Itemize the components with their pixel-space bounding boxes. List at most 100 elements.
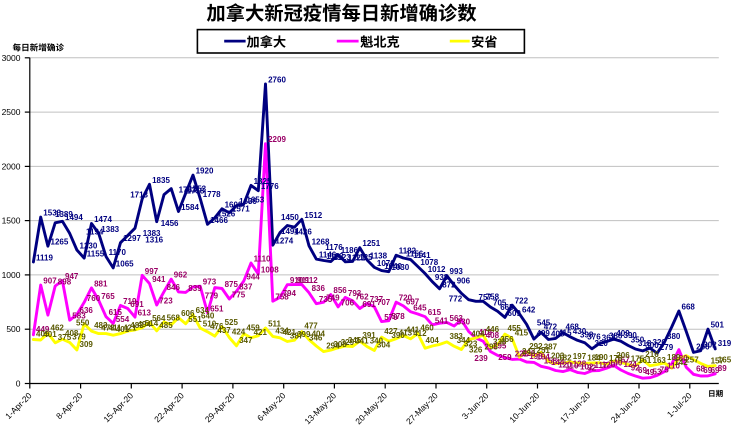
svg-text:259: 259	[498, 353, 512, 362]
svg-text:1383: 1383	[101, 225, 119, 234]
svg-text:1155: 1155	[87, 250, 105, 259]
svg-text:642: 642	[522, 305, 536, 314]
svg-text:541: 541	[435, 316, 449, 325]
svg-text:1156: 1156	[406, 250, 424, 259]
svg-text:69: 69	[703, 366, 712, 375]
svg-text:906: 906	[457, 277, 471, 286]
svg-text:190: 190	[595, 353, 609, 362]
svg-text:1040: 1040	[384, 262, 402, 271]
svg-text:737: 737	[370, 295, 384, 304]
svg-text:2500: 2500	[2, 107, 21, 117]
svg-text:1176: 1176	[325, 243, 343, 252]
svg-text:483: 483	[94, 321, 108, 330]
svg-text:997: 997	[145, 267, 159, 276]
svg-text:1186: 1186	[341, 246, 359, 255]
svg-text:376: 376	[587, 333, 601, 342]
svg-text:347: 347	[239, 336, 253, 345]
svg-text:405: 405	[551, 330, 565, 339]
svg-text:765: 765	[101, 292, 115, 301]
svg-text:875: 875	[225, 280, 239, 289]
svg-text:1268: 1268	[312, 237, 330, 246]
svg-text:973: 973	[203, 278, 217, 287]
svg-text:441: 441	[406, 326, 420, 335]
svg-text:198: 198	[529, 352, 543, 361]
svg-text:158: 158	[544, 356, 558, 365]
svg-text:636: 636	[80, 306, 94, 315]
svg-text:1065: 1065	[116, 259, 134, 268]
svg-text:760: 760	[87, 294, 101, 303]
svg-text:92: 92	[631, 364, 640, 373]
svg-text:1835: 1835	[152, 176, 170, 185]
svg-text:120: 120	[602, 361, 616, 370]
svg-text:404: 404	[471, 330, 485, 339]
svg-text:1008: 1008	[261, 266, 279, 275]
svg-text:705: 705	[493, 299, 507, 308]
svg-text:839: 839	[188, 284, 202, 293]
svg-text:194: 194	[537, 352, 551, 361]
svg-text:251: 251	[537, 346, 551, 355]
svg-text:615: 615	[109, 308, 123, 317]
svg-text:563: 563	[450, 314, 464, 323]
svg-text:651: 651	[210, 304, 224, 313]
svg-text:279: 279	[660, 343, 674, 352]
svg-text:758: 758	[486, 293, 500, 302]
svg-text:485: 485	[159, 321, 173, 330]
svg-text:720: 720	[399, 294, 413, 303]
svg-text:468: 468	[566, 323, 580, 332]
svg-text:1133: 1133	[326, 252, 344, 261]
svg-text:367: 367	[602, 334, 616, 343]
svg-text:117: 117	[595, 361, 608, 370]
svg-text:295: 295	[485, 343, 499, 352]
svg-text:184: 184	[587, 354, 601, 363]
svg-text:1297: 1297	[123, 234, 141, 243]
svg-text:294: 294	[326, 342, 340, 351]
svg-text:206: 206	[616, 351, 630, 360]
svg-text:568: 568	[167, 313, 181, 322]
svg-text:1123: 1123	[333, 253, 351, 262]
svg-text:408: 408	[486, 331, 500, 340]
svg-text:1571: 1571	[232, 204, 250, 213]
svg-text:375: 375	[58, 333, 72, 342]
svg-text:1251: 1251	[362, 239, 380, 248]
svg-text:409: 409	[616, 329, 630, 338]
svg-text:401: 401	[43, 330, 57, 339]
svg-text:510: 510	[203, 320, 217, 329]
svg-text:1466: 1466	[210, 216, 228, 225]
svg-text:941: 941	[152, 275, 166, 284]
svg-text:846: 846	[167, 283, 181, 292]
svg-text:345: 345	[348, 336, 362, 345]
svg-text:421: 421	[283, 328, 297, 337]
svg-text:157: 157	[711, 357, 725, 366]
svg-text:1265: 1265	[51, 238, 69, 247]
svg-text:380: 380	[667, 332, 681, 341]
svg-text:386: 386	[609, 332, 623, 341]
svg-text:476: 476	[210, 322, 224, 331]
svg-text:257: 257	[685, 356, 699, 365]
svg-text:645: 645	[413, 303, 427, 312]
svg-text:419: 419	[479, 328, 493, 337]
svg-text:907: 907	[43, 277, 57, 286]
svg-text:308: 308	[333, 340, 347, 349]
svg-text:110: 110	[566, 362, 579, 371]
svg-text:408: 408	[65, 329, 79, 338]
svg-text:938: 938	[435, 273, 449, 282]
svg-text:180: 180	[674, 354, 688, 363]
svg-text:411: 411	[109, 324, 122, 333]
svg-text:424: 424	[232, 328, 246, 337]
svg-text:613: 613	[138, 309, 152, 318]
svg-text:287: 287	[544, 342, 558, 351]
svg-text:178: 178	[609, 354, 623, 363]
svg-text:1119: 1119	[36, 254, 53, 263]
svg-text:1389: 1389	[55, 210, 73, 219]
svg-text:128: 128	[573, 360, 587, 369]
svg-text:292: 292	[529, 342, 543, 351]
svg-text:344: 344	[457, 336, 471, 345]
svg-text:319: 319	[718, 339, 731, 348]
svg-text:216: 216	[645, 350, 659, 359]
svg-text:387: 387	[290, 332, 304, 341]
svg-text:872: 872	[442, 280, 456, 289]
svg-text:53: 53	[653, 368, 662, 377]
svg-text:1383: 1383	[143, 229, 161, 238]
svg-text:1138: 1138	[370, 252, 388, 261]
svg-text:421: 421	[254, 328, 268, 337]
